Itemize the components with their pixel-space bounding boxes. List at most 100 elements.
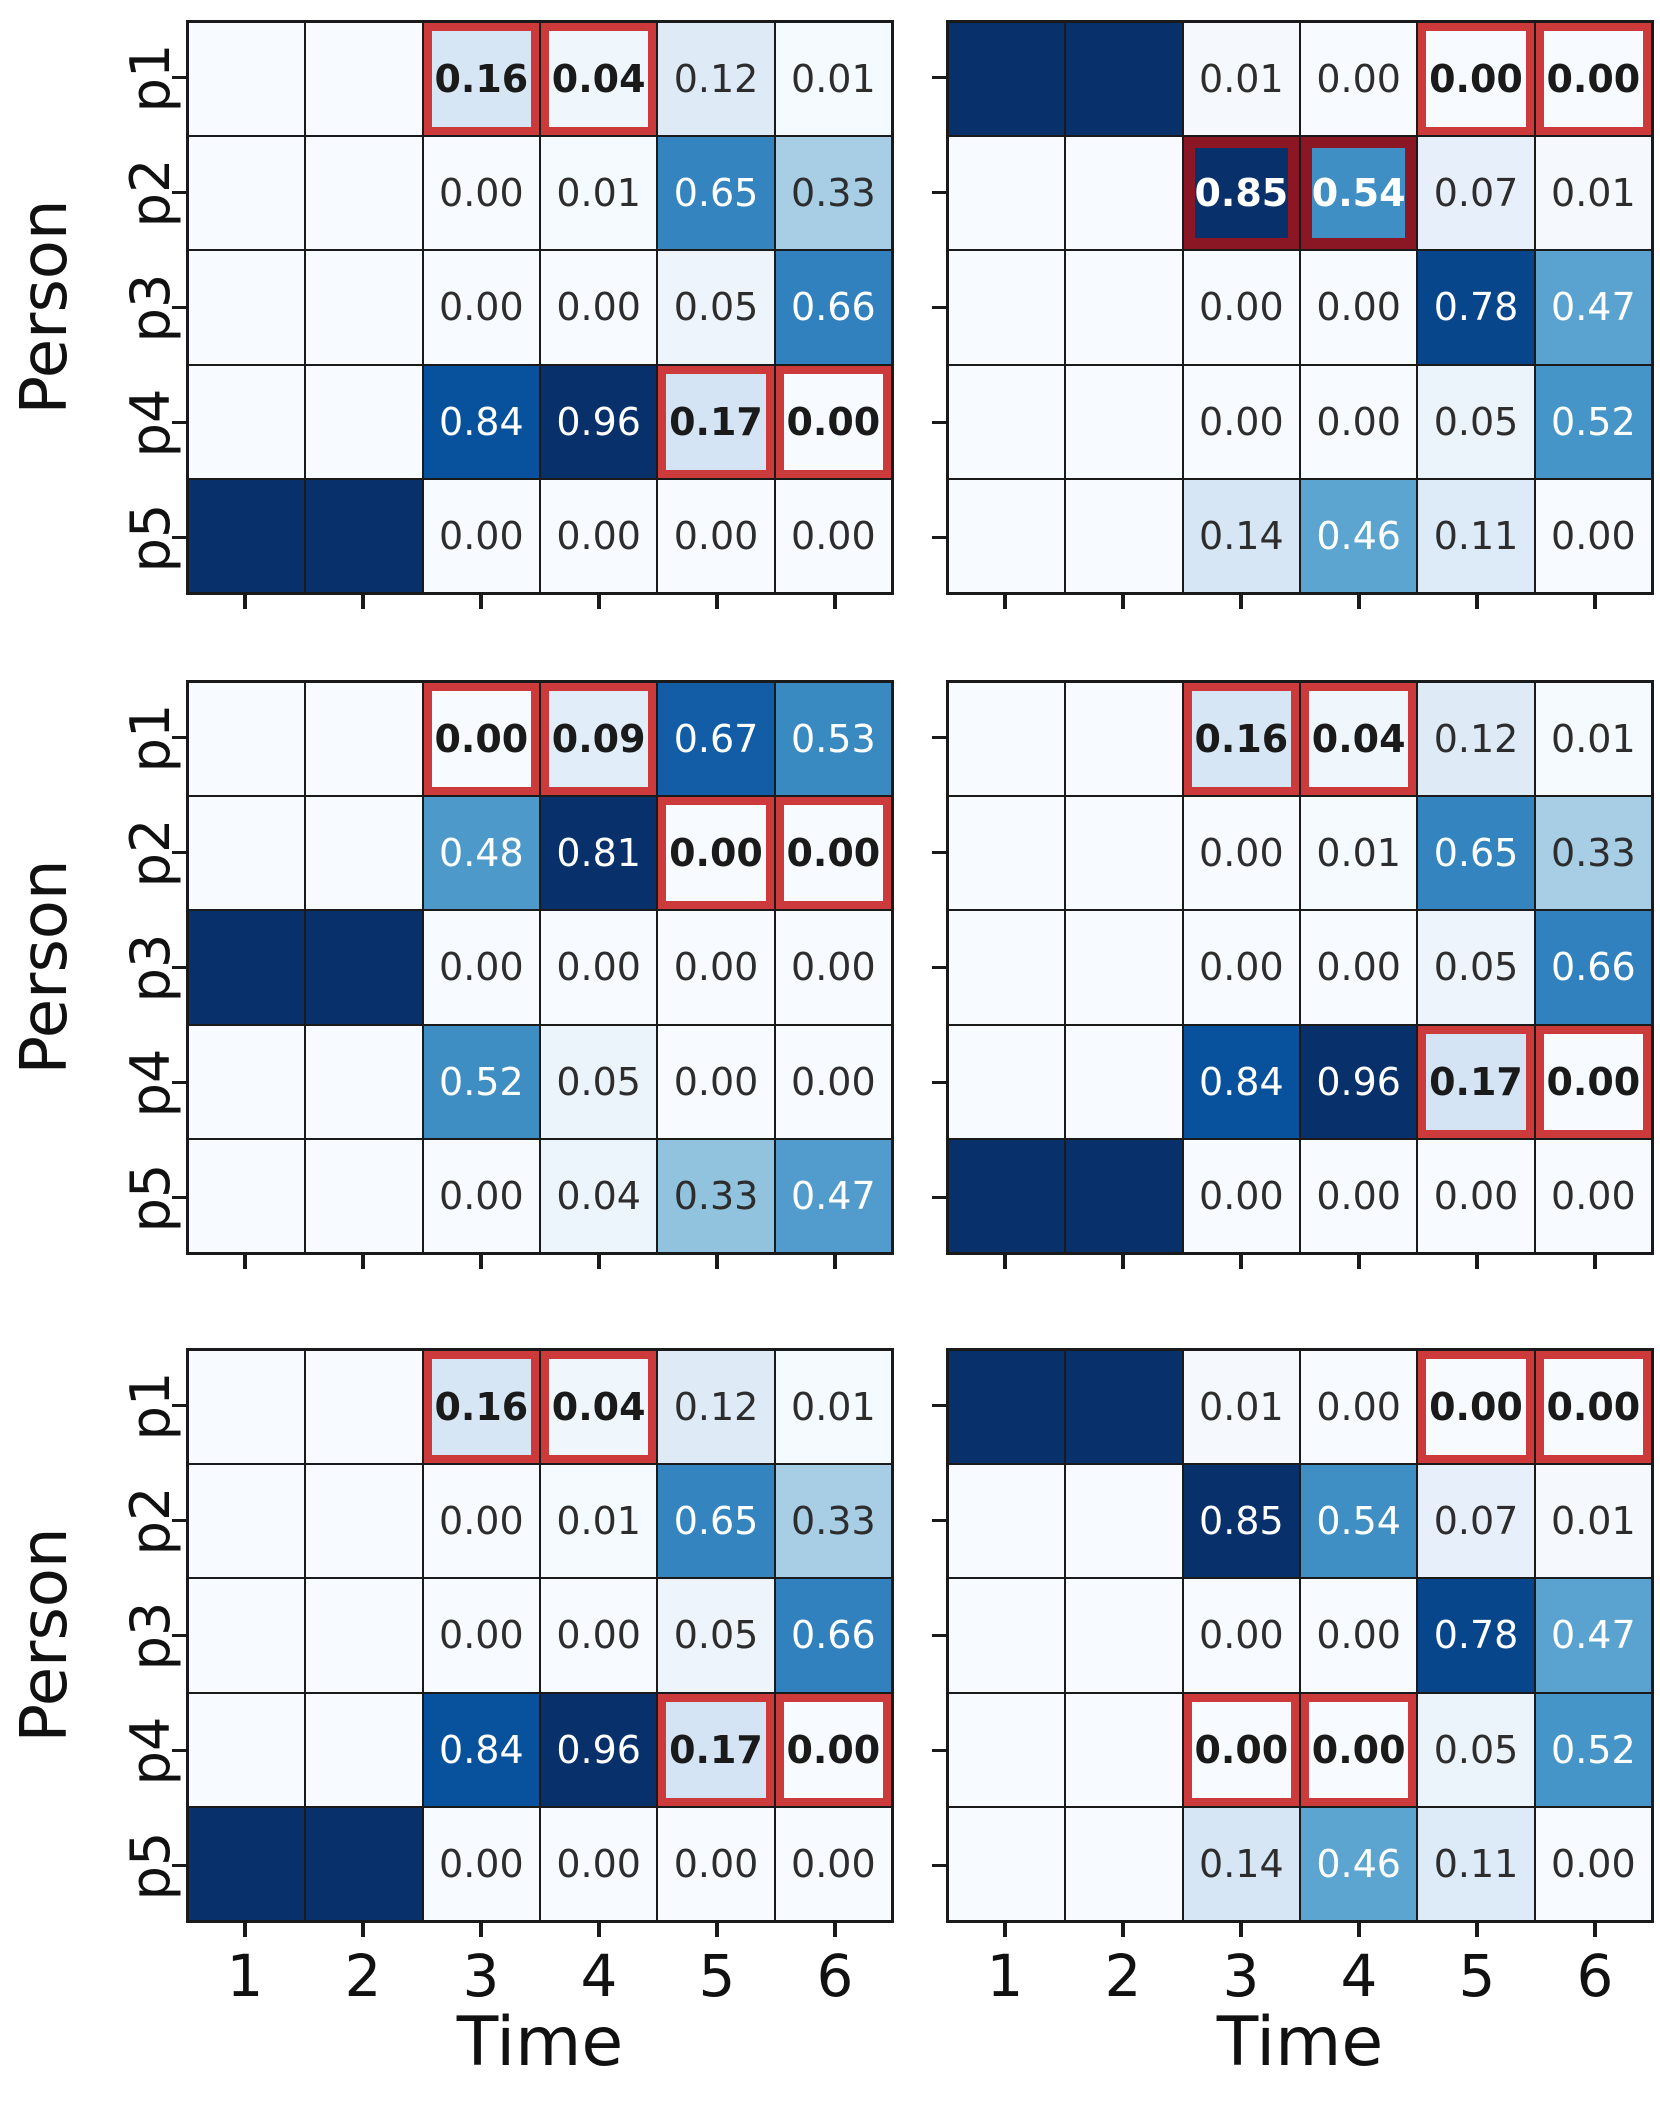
- x-tick-mark: [1357, 1255, 1361, 1269]
- heatmap-cell: 0.01: [540, 1464, 658, 1579]
- y-tick-label: p3: [118, 273, 182, 342]
- heatmap-cell: 0.00: [422, 136, 540, 251]
- y-tick-mark: [932, 305, 946, 310]
- heatmap-cell: 0.05: [657, 250, 775, 365]
- heatmap-cell: [948, 1578, 1066, 1693]
- heatmap-cell: 0.00: [1534, 1806, 1652, 1921]
- heatmap-cell-highlighted: 0.00: [1534, 1350, 1652, 1465]
- heatmap-cell-highlighted: 0.04: [1300, 682, 1418, 797]
- x-tick-mark: [361, 595, 365, 609]
- heatmap-cell: 0.96: [1300, 1024, 1418, 1139]
- heatmap-cell: 0.81: [540, 796, 658, 911]
- heatmap-cell: 0.33: [774, 1464, 892, 1579]
- heatmap-cell: [948, 1692, 1066, 1807]
- heatmap-cell-highlighted: 0.04: [540, 22, 658, 137]
- heatmap-cell: [948, 796, 1066, 911]
- x-tick-label: 2: [1104, 1942, 1142, 2010]
- x-tick-label: 3: [462, 1942, 500, 2010]
- heatmap-cell: 0.01: [1182, 22, 1300, 137]
- x-tick-mark: [361, 1255, 365, 1269]
- heatmap-cell: [948, 478, 1066, 593]
- y-tick-mark: [932, 965, 946, 970]
- heatmap-cell: 0.12: [1417, 682, 1535, 797]
- y-tick-mark: [932, 735, 946, 740]
- heatmap-cell: 0.00: [1417, 1138, 1535, 1253]
- heatmap-cell: [1065, 1138, 1183, 1253]
- x-tick-mark: [833, 595, 837, 609]
- heatmap-cell: [188, 250, 306, 365]
- heatmap-cell: 0.00: [422, 250, 540, 365]
- x-tick-mark: [1593, 595, 1597, 609]
- heatmap-cell: 0.00: [1300, 364, 1418, 479]
- heatmap-cell: 0.00: [1300, 1578, 1418, 1693]
- heatmap-cell: 0.00: [657, 1806, 775, 1921]
- y-tick-mark: [932, 1748, 946, 1753]
- x-tick-mark: [1121, 1923, 1125, 1937]
- x-tick-mark: [243, 1255, 247, 1269]
- x-tick-mark: [1239, 595, 1243, 609]
- x-tick-mark: [243, 595, 247, 609]
- heatmap-cell: [1065, 796, 1183, 911]
- heatmap-cell: [948, 910, 1066, 1025]
- heatmap-cell: 0.00: [1534, 478, 1652, 593]
- x-tick-mark: [1121, 1255, 1125, 1269]
- heatmap-cell: [305, 1350, 423, 1465]
- heatmap-grid: 0.16 0.04 0.12 0.01 0.00 0.01 0.65 0.33 0.00 0.00…: [186, 20, 894, 595]
- heatmap-cell: [305, 1578, 423, 1693]
- heatmap-cell: [305, 1138, 423, 1253]
- y-tick-label: p3: [118, 1601, 182, 1670]
- heatmap-cell: 0.00: [657, 478, 775, 593]
- heatmap-cell: 0.00: [1182, 796, 1300, 911]
- heatmap-cell: [188, 910, 306, 1025]
- heatmap-cell: 0.53: [774, 682, 892, 797]
- heatmap-cell: 0.00: [422, 1138, 540, 1253]
- x-tick-mark: [1239, 1255, 1243, 1269]
- heatmap-cell-highlighted: 0.17: [1417, 1024, 1535, 1139]
- heatmap-cell: 0.05: [540, 1024, 658, 1139]
- y-tick-label: p5: [118, 1831, 182, 1900]
- heatmap-cell-highlighted: 0.00: [1417, 22, 1535, 137]
- heatmap-cell: [1065, 1806, 1183, 1921]
- heatmap-cell: 0.65: [657, 1464, 775, 1579]
- heatmap-cell-highlighted: 0.09: [540, 682, 658, 797]
- x-tick-mark: [1003, 1923, 1007, 1937]
- heatmap-cell: 0.47: [1534, 250, 1652, 365]
- heatmap-cell: 0.84: [422, 364, 540, 479]
- heatmap-cell: 0.05: [1417, 364, 1535, 479]
- y-tick-label: p4: [118, 1716, 182, 1785]
- heatmap-grid: 0.01 0.00 0.00 0.00 0.85 0.54 0.07 0.01 0.00 0.00…: [946, 1348, 1654, 1923]
- x-tick-label: 2: [344, 1942, 382, 2010]
- heatmap-cell-highlighted: 0.17: [657, 1692, 775, 1807]
- heatmap-cell: [948, 1138, 1066, 1253]
- heatmap-cell: 0.00: [1300, 1350, 1418, 1465]
- heatmap-top-left: 0.16 0.04 0.12 0.01 0.00 0.01 0.65 0.33 0.00 0.00…: [119, 20, 894, 609]
- heatmap-cell: 0.07: [1417, 1464, 1535, 1579]
- heatmap-cell: 0.05: [1417, 910, 1535, 1025]
- heatmap-cell: [948, 1464, 1066, 1579]
- heatmap-cell: [948, 1024, 1066, 1139]
- heatmap-cell-highlighted: 0.00: [1182, 1692, 1300, 1807]
- heatmap-cell: [1065, 478, 1183, 593]
- heatmap-cell: 0.84: [1182, 1024, 1300, 1139]
- x-tick-mark: [597, 595, 601, 609]
- y-axis-label-row2: Person: [8, 859, 82, 1075]
- heatmap-cell: [948, 136, 1066, 251]
- heatmap-cell: 0.05: [657, 1578, 775, 1693]
- x-tick-label: 6: [1576, 1942, 1614, 2010]
- y-tick-mark: [172, 535, 186, 540]
- heatmap-cell: 0.52: [1534, 1692, 1652, 1807]
- y-tick-mark: [932, 1080, 946, 1085]
- y-tick-mark: [932, 850, 946, 855]
- heatmap-cell: 0.00: [540, 1806, 658, 1921]
- heatmap-cell: 0.11: [1417, 1806, 1535, 1921]
- heatmap-cell: [948, 364, 1066, 479]
- heatmap-grid: 0.00 0.09 0.67 0.53 0.48 0.81 0.00 0.00 0.00 0.00…: [186, 680, 894, 1255]
- heatmap-cell: 0.00: [422, 910, 540, 1025]
- heatmap-cell: 0.01: [774, 22, 892, 137]
- x-tick-label: 4: [580, 1942, 618, 2010]
- y-axis-label-row3: Person: [8, 1527, 82, 1743]
- heatmap-cell: 0.00: [540, 1578, 658, 1693]
- y-tick-label: p2: [118, 1486, 182, 1555]
- heatmap-cell: 0.67: [657, 682, 775, 797]
- heatmap-cell: [1065, 682, 1183, 797]
